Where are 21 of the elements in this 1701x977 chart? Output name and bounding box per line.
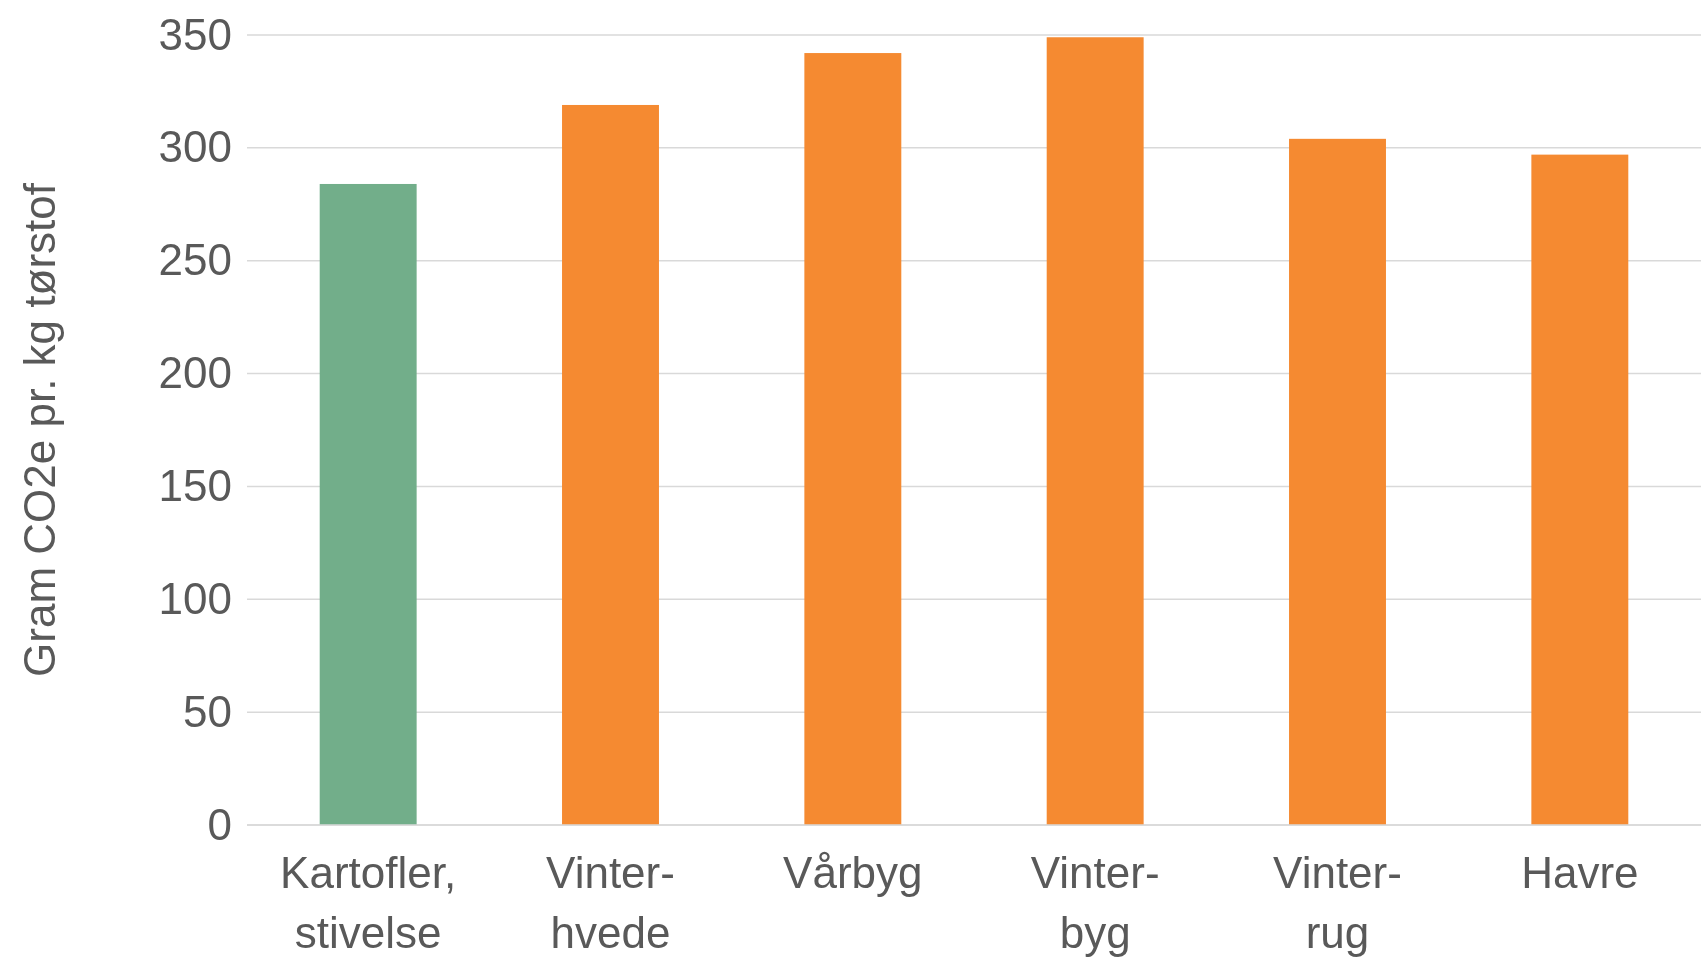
y-tick-label: 0: [207, 799, 232, 849]
y-tick-label: 350: [158, 9, 232, 59]
bar: [1289, 138, 1386, 825]
bar: [804, 53, 902, 825]
y-tick-label: 250: [158, 235, 232, 285]
y-tick-label: 150: [158, 461, 232, 511]
bar: [1531, 154, 1629, 825]
y-axis-title: Gram CO2e pr. kg tørstof: [15, 182, 64, 677]
bar: [1046, 37, 1144, 825]
x-tick-label: Havre: [1521, 848, 1639, 897]
y-tick-label: 300: [158, 122, 232, 172]
bar: [319, 183, 417, 825]
y-tick-label: 200: [158, 348, 232, 398]
bar: [562, 104, 659, 825]
x-tick-label: Vinter-hvede: [546, 848, 675, 957]
x-tick-label: Vinter-rug: [1273, 848, 1402, 957]
x-tick-label: Vinter-byg: [1030, 848, 1160, 957]
y-tick-label: 50: [183, 686, 232, 736]
x-tick-label: Vårbyg: [783, 848, 923, 897]
x-tick-label: Kartofler, stivelse: [280, 848, 457, 957]
y-tick-label: 100: [158, 573, 232, 623]
